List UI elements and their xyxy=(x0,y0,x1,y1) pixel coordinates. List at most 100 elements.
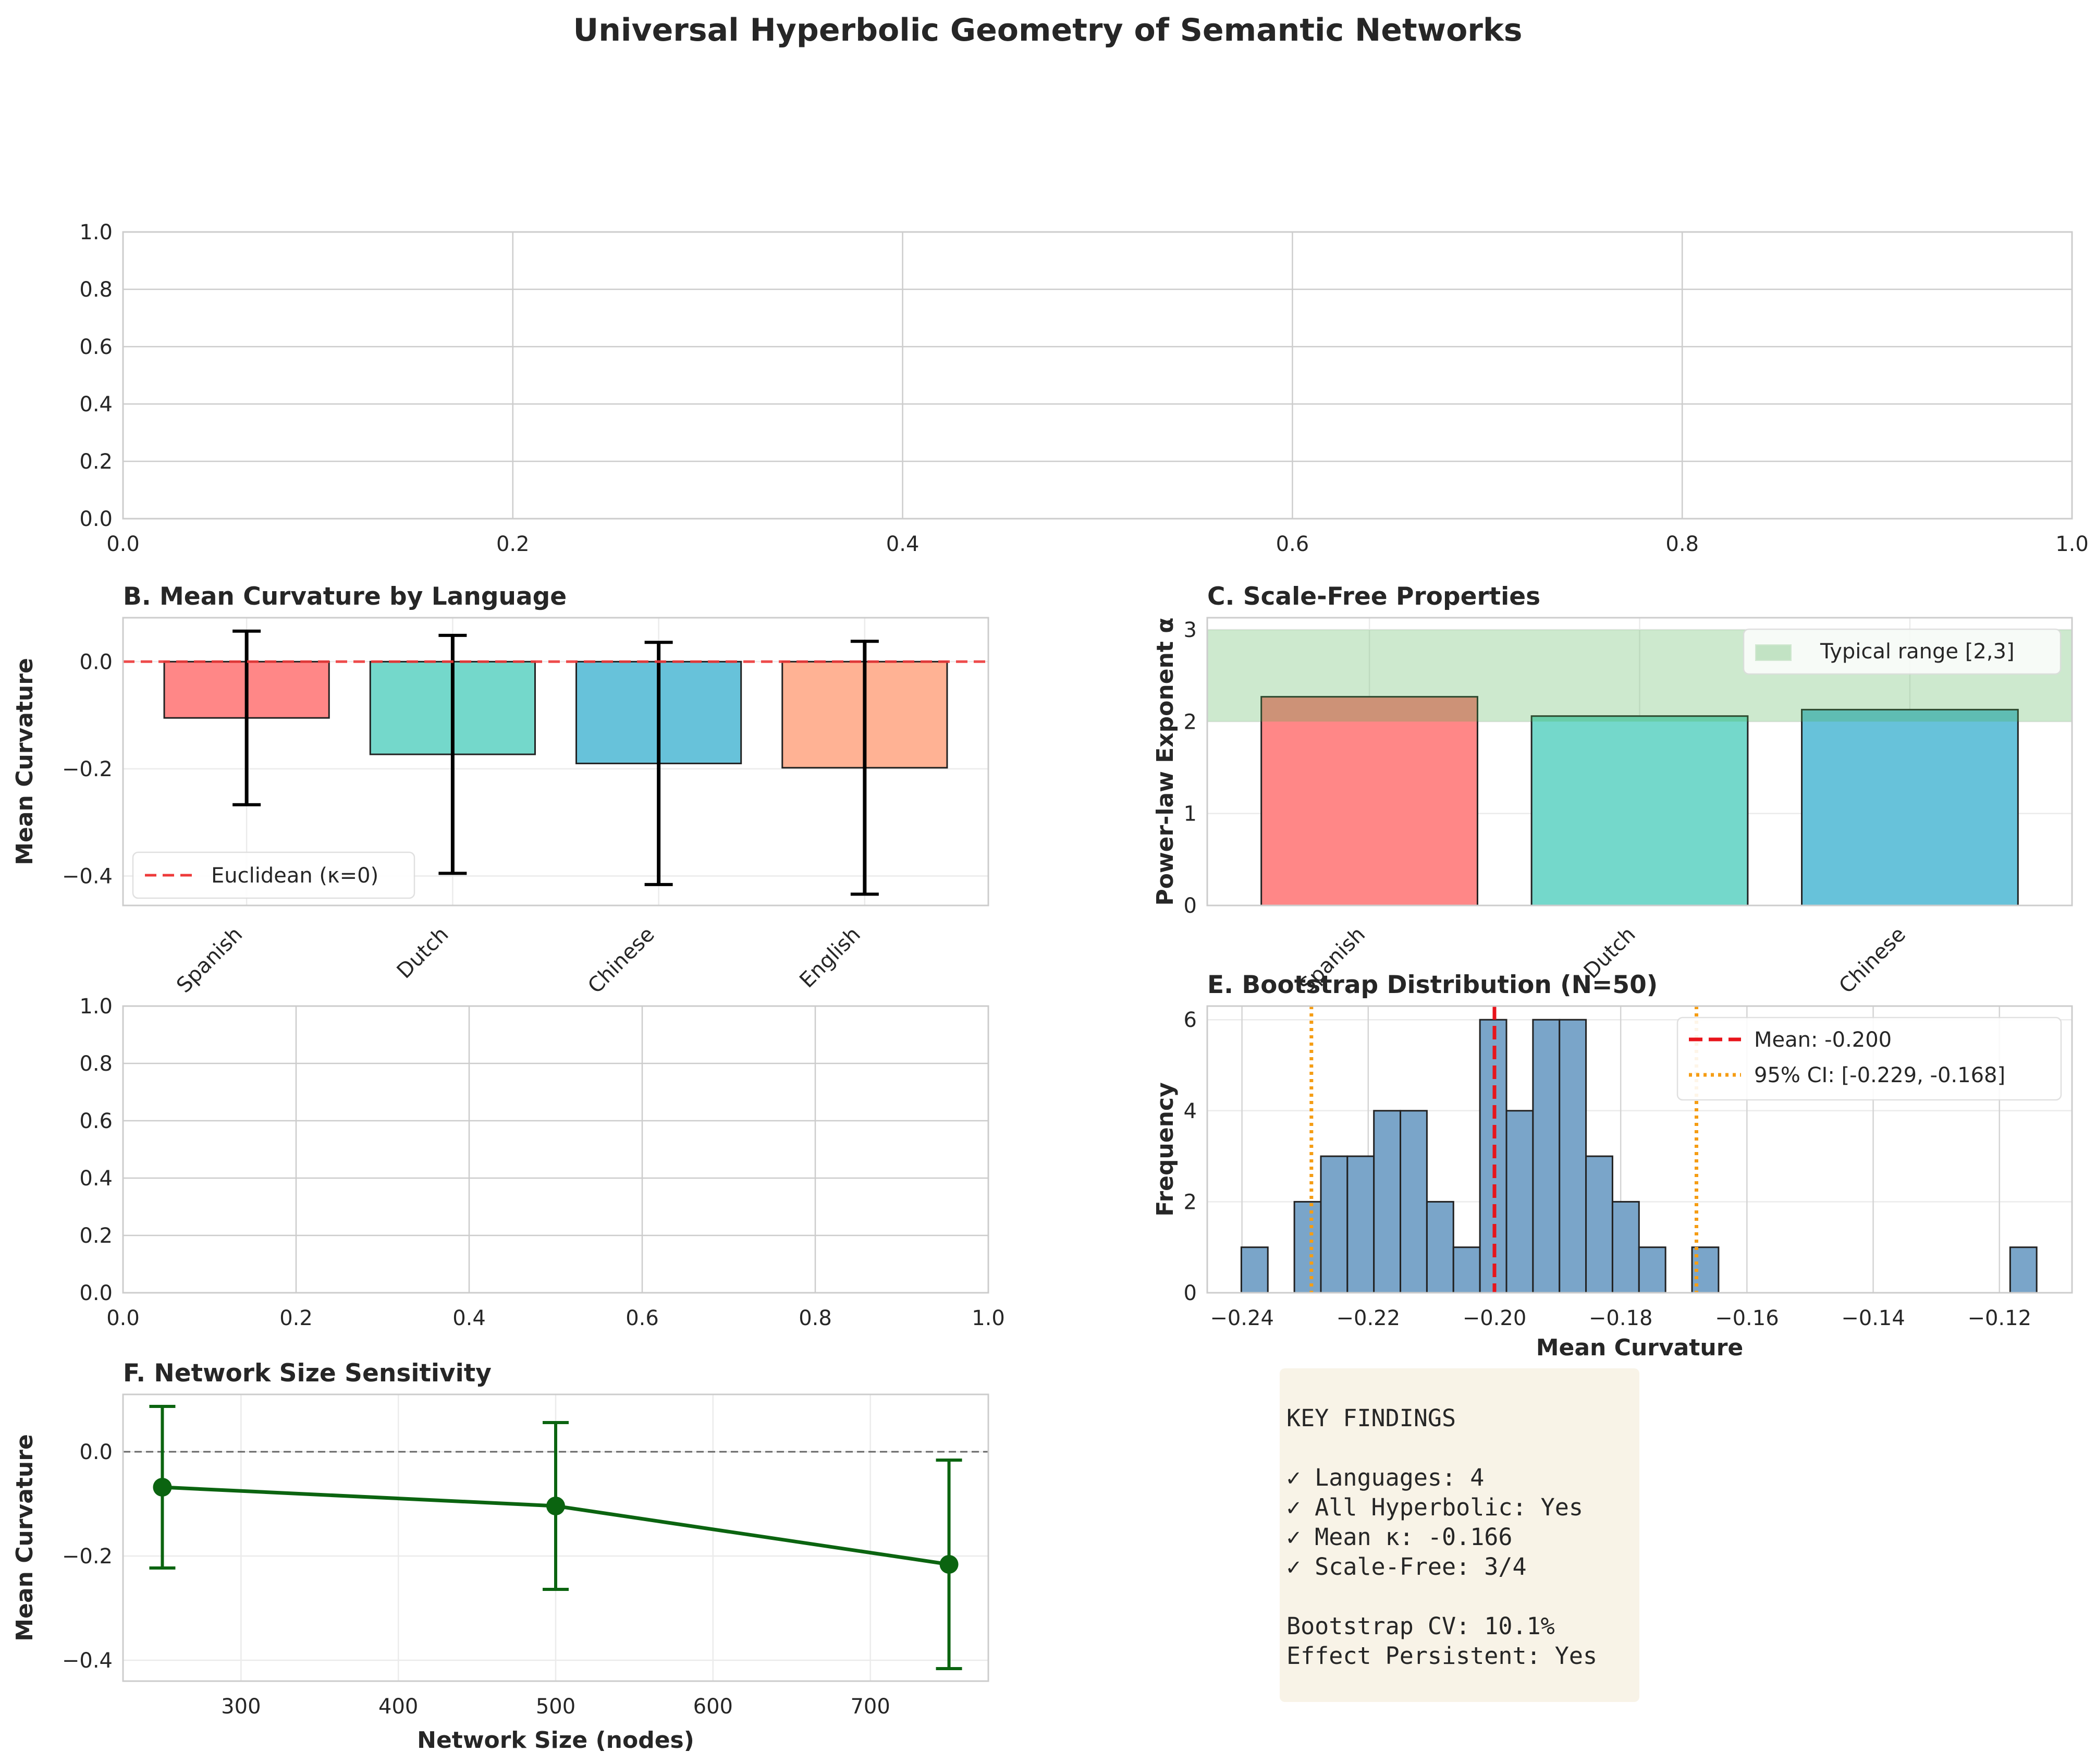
panel-e-histogram-bar xyxy=(1452,1246,1481,1294)
panel-e-legend-ci-label: 95% CI: [-0.229, -0.168] xyxy=(1754,1063,2005,1087)
axes-frame xyxy=(122,1005,989,1294)
panel-c-legend-box xyxy=(1743,628,2062,675)
panel-f-x-tick-label: 500 xyxy=(536,1695,575,1719)
panel-e-histogram-bar xyxy=(1585,1155,1613,1294)
panel-f-y-tick-label: 0.0 xyxy=(79,1440,113,1464)
panel-f-data-point xyxy=(153,1478,172,1497)
panel-f-x-axis-label: Network Size (nodes) xyxy=(417,1727,694,1754)
panel-f-line-chart: −0.4 −0.2 0.0 300 400 500 600 700 F. Network Siz… xyxy=(11,1359,989,1754)
panel-d-x-tick-label: 0.2 xyxy=(279,1306,313,1330)
panel-d-y-tick-label: 0.4 xyxy=(79,1167,113,1191)
panel-a-x-tick-label: 0.8 xyxy=(1665,532,1699,556)
panel-b-title: B. Mean Curvature by Language xyxy=(123,582,567,611)
panel-c-bar-dutch xyxy=(1530,715,1749,906)
panel-f-y-tick-label: −0.4 xyxy=(62,1649,113,1673)
panel-e-y-tick-label: 0 xyxy=(1184,1281,1197,1305)
panel-e-x-tick-label: −0.24 xyxy=(1210,1306,1274,1330)
panel-a-x-tick-label: 0.2 xyxy=(496,532,530,556)
panel-e-y-tick-label: 6 xyxy=(1184,1008,1197,1032)
panel-e-x-tick-label: −0.22 xyxy=(1337,1306,1401,1330)
panel-d-y-tick-label: 0.0 xyxy=(79,1281,113,1305)
panel-e-y-tick-label: 4 xyxy=(1184,1099,1197,1123)
key-finding-bootstrap-cv: Bootstrap CV: 10.1% xyxy=(1286,1612,1555,1640)
axes-frame xyxy=(122,1393,989,1682)
panel-c-y-axis-label: Power-law Exponent α xyxy=(1152,618,1179,906)
panel-f-x-tick-label: 600 xyxy=(693,1695,733,1719)
key-findings-heading: KEY FINDINGS xyxy=(1286,1404,1456,1432)
panel-e-histogram-bar xyxy=(1559,1019,1587,1294)
key-finding-effect-persistent: Effect Persistent: Yes xyxy=(1286,1642,1597,1670)
panel-a-x-tick-label: 0.4 xyxy=(886,532,920,556)
panel-c-bar-spanish xyxy=(1260,696,1478,906)
panel-f-y-axis-label: Mean Curvature xyxy=(11,1434,38,1642)
panel-e-legend: Mean: -0.200 95% CI: [-0.229, -0.168] xyxy=(1676,1016,2062,1101)
panel-f-x-tick-label: 400 xyxy=(378,1695,418,1719)
panel-e-histogram-bar xyxy=(1426,1200,1454,1294)
panel-d-y-tick-label: 0.6 xyxy=(79,1109,113,1133)
key-finding-mean-kappa: ✓ Mean κ: -0.166 xyxy=(1286,1523,1512,1551)
panel-c-bar-chinese xyxy=(1801,708,2019,906)
panel-b-legend-label: Euclidean (κ=0) xyxy=(211,864,378,888)
key-finding-scale-free: ✓ Scale-Free: 3/4 xyxy=(1286,1553,1527,1581)
panel-e-histogram-bar xyxy=(1373,1110,1402,1294)
key-findings-background xyxy=(1280,1368,1639,1702)
panel-f-y-tick-label: −0.2 xyxy=(62,1545,113,1569)
panel-a-y-tick-label: 1.0 xyxy=(79,220,113,244)
panel-a-x-tick-label: 0.6 xyxy=(1276,532,1309,556)
panel-e-histogram-bar xyxy=(1346,1155,1375,1294)
panel-e-histogram-bar xyxy=(2009,1246,2038,1294)
axes-frame xyxy=(122,231,2073,520)
figure-title: Universal Hyperbolic Geometry of Semanti… xyxy=(573,12,1522,48)
panel-a-y-tick-label: 0.4 xyxy=(79,393,113,416)
key-findings-box: KEY FINDINGS ✓ Languages: 4 ✓ All Hyperb… xyxy=(1280,1368,1639,1702)
panel-c-legend: Typical range [2,3] xyxy=(1743,628,2062,675)
panel-b-y-tick-label: −0.4 xyxy=(62,864,113,888)
panel-a-y-tick-label: 0.2 xyxy=(79,450,113,474)
panel-b-legend: Euclidean (κ=0) xyxy=(132,851,415,899)
panel-a-y-tick-label: 0.6 xyxy=(79,335,113,359)
panel-e-histogram: 0 2 4 6 −0.24 −0.22 −0.20 −0.18 −0.16 −0.14 −0.12 E… xyxy=(1152,971,2073,1361)
panel-f-x-tick-label: 700 xyxy=(850,1695,890,1719)
panel-a-y-tick-label: 0.0 xyxy=(79,507,113,531)
panel-c-title: C. Scale-Free Properties xyxy=(1207,582,1540,611)
panel-b-y-tick-label: 0.0 xyxy=(79,650,113,674)
panel-e-x-tick-label: −0.12 xyxy=(1967,1306,2031,1330)
panel-a-x-tick-label: 0.0 xyxy=(106,532,140,556)
key-finding-hyperbolic: ✓ All Hyperbolic: Yes xyxy=(1286,1493,1583,1521)
panel-e-title: E. Bootstrap Distribution (N=50) xyxy=(1207,971,1658,999)
panel-e-x-tick-label: −0.20 xyxy=(1463,1306,1527,1330)
panel-d-x-tick-label: 0.6 xyxy=(626,1306,659,1330)
panel-e-y-axis-label: Frequency xyxy=(1152,1082,1179,1217)
panel-e-x-axis-label: Mean Curvature xyxy=(1536,1334,1744,1361)
panel-f-title: F. Network Size Sensitivity xyxy=(123,1359,492,1388)
axes-frame xyxy=(122,617,989,906)
panel-b-y-tick-label: −0.2 xyxy=(62,757,113,781)
key-finding-languages: ✓ Languages: 4 xyxy=(1286,1464,1484,1491)
panel-d-x-tick-label: 0.0 xyxy=(106,1306,140,1330)
panel-e-histogram-bar xyxy=(1505,1110,1534,1294)
panel-b-legend-box xyxy=(132,851,415,899)
panel-d-x-tick-label: 1.0 xyxy=(972,1306,1005,1330)
panel-e-histogram-bar xyxy=(1611,1200,1640,1294)
panel-f-x-tick-label: 300 xyxy=(221,1695,261,1719)
panel-e-histogram-bar xyxy=(1293,1200,1322,1294)
panel-d-y-tick-label: 1.0 xyxy=(79,995,113,1019)
panel-e-legend-mean-label: Mean: -0.200 xyxy=(1754,1028,1892,1052)
panel-c-y-tick-label: 0 xyxy=(1184,894,1197,918)
panel-d-x-tick-label: 0.8 xyxy=(799,1306,832,1330)
panel-e-histogram-bar xyxy=(1638,1246,1666,1294)
panel-c-y-tick-label: 3 xyxy=(1184,618,1197,642)
panel-f-data-point xyxy=(939,1555,959,1574)
panel-c-legend-label: Typical range [2,3] xyxy=(1820,640,2015,664)
panel-d-empty-axes: 0.0 0.2 0.4 0.6 0.8 1.0 0.0 0.2 0.4 0.6 0.8 1.0 xyxy=(79,995,1004,1330)
panel-d-y-tick-label: 0.2 xyxy=(79,1224,113,1248)
panel-e-y-tick-label: 2 xyxy=(1184,1190,1197,1214)
panel-c-y-tick-label: 1 xyxy=(1184,802,1197,826)
panel-b-y-axis-label: Mean Curvature xyxy=(11,658,38,865)
panel-e-histogram-bar xyxy=(1240,1246,1269,1294)
axes-frame xyxy=(1206,617,2073,906)
panel-e-histogram-bar xyxy=(1320,1155,1349,1294)
panel-a-y-tick-label: 0.8 xyxy=(79,278,113,302)
panel-c-legend-swatch xyxy=(1755,644,1792,661)
